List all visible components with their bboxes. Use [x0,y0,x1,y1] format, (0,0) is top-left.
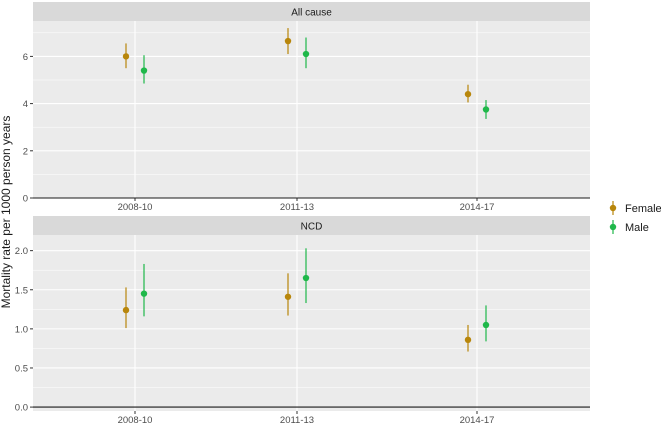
legend: Female Male [609,201,661,234]
y-tick-label: 1.5 [15,285,28,296]
facet-strip [33,2,590,21]
x-tick-label: 2014-17 [460,415,495,425]
panel-background [33,235,590,411]
y-tick-label: 2.0 [15,246,28,257]
x-tick-label: 2008-10 [118,415,153,425]
y-tick-label: 0.0 [15,403,28,414]
legend-label: Female [625,203,661,215]
data-point [284,293,292,300]
x-tick-label: 2014-17 [460,202,495,213]
legend-item: Male [609,220,649,234]
facet-panel: All cause 0 2 4 6 2008-10 2011-13 2014-17 [23,2,590,213]
data-point [284,37,292,45]
y-axis-label: Mortality rate per 1000 person years [0,116,13,309]
y-tick-label: 4 [23,99,28,110]
legend-item: Female [609,201,661,215]
panel-background [33,21,590,198]
data-point [482,106,490,113]
data-point [464,90,472,98]
facet-strip [33,216,590,235]
data-point [464,336,472,344]
x-tick-label: 2008-10 [118,202,153,213]
data-point [482,321,490,329]
legend-key-point [609,223,617,231]
facet-panels: All cause 0 2 4 6 2008-10 2011-13 2014-17 NCD 0.0… [15,2,590,425]
legend-key-point [609,204,617,212]
data-point [122,53,130,60]
y-tick-label: 0.5 [15,363,28,374]
facet-panel: NCD 0.0 0.5 1.0 1.5 2.0 2008-10 2011-13 2014-17 [15,216,590,425]
facet-strip-label: All cause [291,8,332,19]
data-point [122,306,130,314]
data-point [302,274,310,282]
y-tick-label: 2 [23,146,28,157]
x-tick-label: 2011-13 [280,202,314,213]
y-tick-label: 6 [23,52,28,63]
facet-strip-label: NCD [301,222,323,233]
y-tick-label: 0 [23,194,28,205]
data-point [140,67,148,74]
legend-label: Male [625,222,649,234]
data-point [302,50,310,58]
data-point [140,290,148,297]
y-tick-label: 1.0 [15,324,28,335]
x-tick-label: 2011-13 [280,415,314,425]
